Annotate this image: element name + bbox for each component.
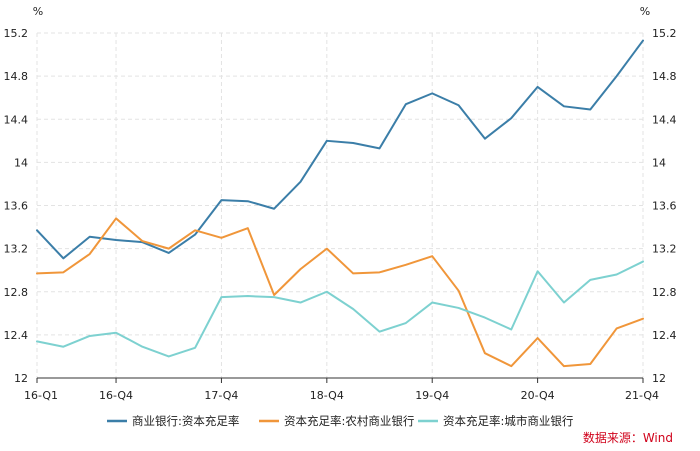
x-tick-label: 18-Q4 <box>310 389 344 402</box>
x-tick-label: 20-Q4 <box>521 389 555 402</box>
y-tick-label-left: 15.2 <box>4 27 29 40</box>
series-line-2 <box>36 217 644 368</box>
y-tick-label-left: 12.8 <box>4 286 29 299</box>
y-tick-label-right: 14 <box>652 156 666 169</box>
gridlines <box>36 32 644 378</box>
y-axis-left-ticks: 12 12.4 12.8 13.2 13.6 14 14.4 14.8 15.2 <box>4 27 29 385</box>
series-lines <box>36 39 644 368</box>
y-tick-label-left: 13.6 <box>4 200 29 213</box>
x-tick-label: 16-Q1 <box>24 389 58 402</box>
y-tick-label-right: 13.6 <box>652 200 677 213</box>
y-axis-left-unit: % <box>33 5 43 18</box>
x-tick-label: 19-Q4 <box>415 389 449 402</box>
legend-label-1: 商业银行:资本充足率 <box>132 414 239 428</box>
y-tick-label-left: 12 <box>14 372 28 385</box>
y-axis-right-ticks: 12 12.4 12.8 13.2 13.6 14 14.4 14.8 15.2 <box>652 27 677 385</box>
y-tick-label-right: 14.8 <box>652 70 677 83</box>
y-tick-label-left: 14.8 <box>4 70 29 83</box>
y-tick-label-left: 14.4 <box>4 113 29 126</box>
y-tick-label-left: 13.2 <box>4 243 29 256</box>
legend-label-3: 资本充足率:城市商业银行 <box>443 414 573 428</box>
legend-label-2: 资本充足率:农村商业银行 <box>284 414 414 428</box>
series-line-3 <box>36 260 644 358</box>
y-tick-label-right: 12.8 <box>652 286 677 299</box>
x-tick-label: 16-Q4 <box>99 389 133 402</box>
y-tick-label-left: 14 <box>14 156 28 169</box>
y-tick-label-right: 12 <box>652 372 666 385</box>
legend: 商业银行:资本充足率 资本充足率:农村商业银行 资本充足率:城市商业银行 <box>107 414 573 428</box>
x-tick-label: 17-Q4 <box>204 389 238 402</box>
y-tick-label-right: 15.2 <box>652 27 677 40</box>
y-tick-label-right: 13.2 <box>652 243 677 256</box>
x-axis-ticks: 16-Q1 16-Q4 17-Q4 18-Q4 19-Q4 20-Q4 21-Q4 <box>24 378 659 402</box>
y-tick-label-right: 14.4 <box>652 113 677 126</box>
series-line-1 <box>36 39 644 260</box>
y-tick-label-left: 12.4 <box>4 329 29 342</box>
y-axis-right-unit: % <box>640 5 650 18</box>
x-tick-label: 21-Q4 <box>625 389 659 402</box>
y-tick-label-right: 12.4 <box>652 329 677 342</box>
data-source-label: 数据来源：Wind <box>583 430 673 445</box>
